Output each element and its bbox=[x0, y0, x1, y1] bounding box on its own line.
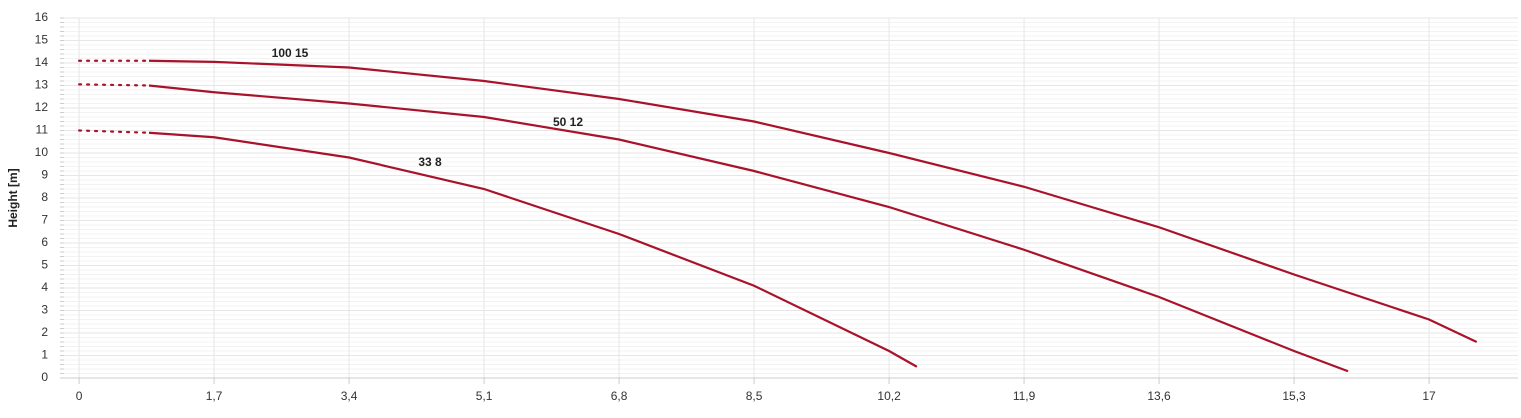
y-tick-label: 7 bbox=[41, 213, 48, 227]
x-tick-label: 10,2 bbox=[877, 389, 901, 403]
y-tick-label: 4 bbox=[41, 280, 48, 294]
x-tick-label: 11,9 bbox=[1013, 389, 1036, 403]
y-tick-label: 10 bbox=[35, 145, 49, 159]
y-axis-label: Height [m] bbox=[6, 168, 20, 227]
x-tick-label: 6,8 bbox=[611, 389, 628, 403]
y-tick-label: 5 bbox=[41, 258, 48, 272]
y-tick-label: 15 bbox=[35, 33, 49, 47]
y-tick-label: 11 bbox=[36, 123, 49, 137]
series-label: 100 15 bbox=[272, 46, 309, 60]
x-tick-label: 15,3 bbox=[1282, 389, 1306, 403]
x-tick-label: 3,4 bbox=[341, 389, 358, 403]
dotted-line bbox=[77, 129, 151, 134]
y-tick-label: 3 bbox=[41, 303, 48, 317]
y-tick-label: 14 bbox=[35, 55, 49, 69]
x-tick-label: 1,7 bbox=[206, 389, 223, 403]
y-tick-label: 9 bbox=[41, 168, 48, 182]
y-tick-label: 0 bbox=[41, 370, 48, 384]
x-tick-label: 13,6 bbox=[1147, 389, 1171, 403]
y-tick-label: 12 bbox=[35, 100, 49, 114]
series-label: 33 8 bbox=[418, 155, 442, 169]
line bbox=[148, 84, 1349, 373]
y-tick-label: 16 bbox=[35, 10, 49, 24]
y-tick-label: 6 bbox=[41, 235, 48, 249]
x-tick-label: 17 bbox=[1422, 389, 1436, 403]
x-tick-label: 0 bbox=[76, 389, 83, 403]
line bbox=[148, 59, 1478, 343]
y-tick-label: 13 bbox=[35, 78, 49, 92]
series-label: 50 12 bbox=[553, 115, 583, 129]
y-tick-label: 8 bbox=[41, 190, 48, 204]
y-tick-label: 2 bbox=[41, 325, 48, 339]
dotted-line bbox=[77, 83, 151, 87]
line bbox=[148, 131, 918, 368]
x-tick-label: 5,1 bbox=[476, 389, 493, 403]
y-tick-label: 1 bbox=[41, 348, 48, 362]
x-tick-label: 8,5 bbox=[746, 389, 763, 403]
